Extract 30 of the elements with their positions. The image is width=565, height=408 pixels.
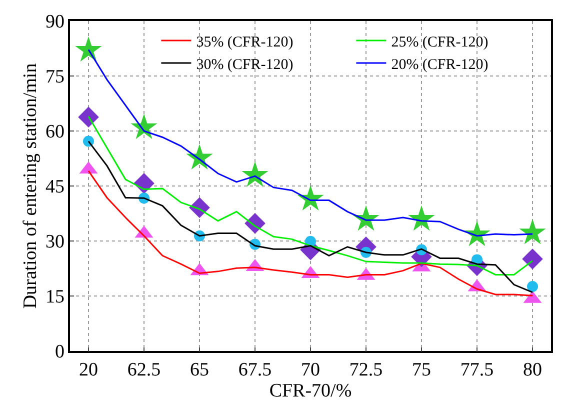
x-tick-label: 62.5 [127, 360, 161, 381]
legend-label: 35% (CFR-120) [196, 34, 294, 50]
y-tick-label: 45 [45, 176, 64, 198]
y-axis-title: Duration of entering station/min [20, 62, 41, 309]
y-tick-label: 90 [45, 12, 64, 33]
y-tick-label: 0 [54, 342, 64, 363]
point [83, 136, 94, 147]
x-tick-label: 67.5 [238, 360, 272, 381]
legend-label: 20% (CFR-120) [391, 56, 488, 73]
point [527, 280, 538, 292]
x-tick-label: 70 [301, 360, 320, 381]
x-tick-label: 20 [79, 360, 98, 381]
x-tick-label: 75 [412, 360, 431, 381]
x-tick-label: 80 [523, 360, 542, 381]
y-tick-label: 15 [45, 286, 64, 308]
point [78, 106, 99, 128]
x-tick-label: 77.5 [460, 360, 494, 381]
point [408, 205, 435, 231]
x-tick-label: 65 [190, 360, 209, 381]
x-axis-title: CFR-70/% [269, 380, 352, 402]
point [522, 248, 543, 270]
y-tick-label: 75 [45, 66, 64, 88]
x-tick-label: 72.5 [349, 360, 383, 381]
point [75, 36, 102, 62]
point [242, 161, 268, 187]
y-tick-label: 30 [45, 232, 64, 253]
point [519, 218, 546, 244]
legend-label: 30% (CFR-120) [196, 56, 294, 73]
y-tick-label: 60 [45, 122, 64, 143]
legend-label: 25% (CFR-120) [391, 34, 488, 50]
